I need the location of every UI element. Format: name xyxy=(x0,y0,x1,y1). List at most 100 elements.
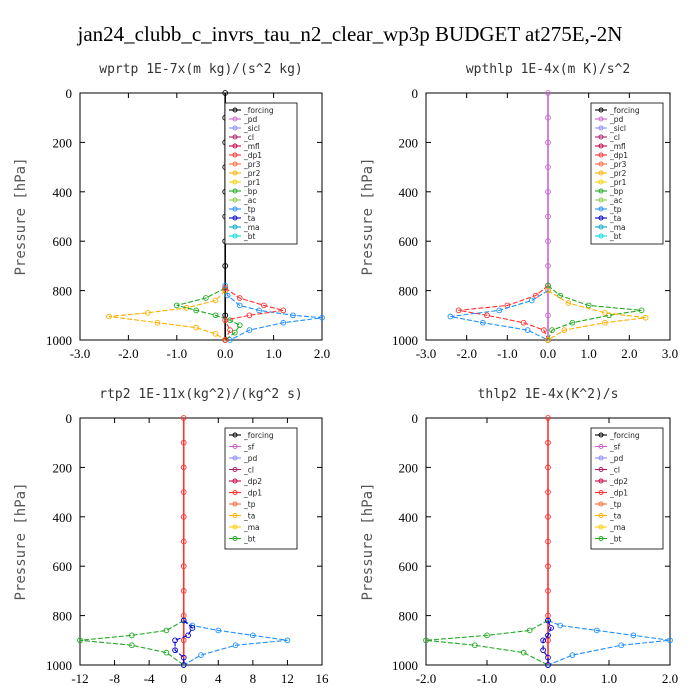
y-tick-label: 800 xyxy=(53,609,73,624)
x-tick-label: 8 xyxy=(250,671,257,686)
y-tick-label: 600 xyxy=(399,559,419,574)
data-point xyxy=(545,188,551,195)
data-point xyxy=(222,317,229,324)
series-line-pr1 xyxy=(547,290,646,341)
data-point xyxy=(180,654,187,661)
legend-marker xyxy=(232,536,238,541)
x-tick-label: -3.0 xyxy=(70,346,91,361)
data-point xyxy=(520,649,527,656)
legend-label: _ta xyxy=(243,511,255,520)
legend-marker xyxy=(232,224,238,230)
x-tick-label: -3.0 xyxy=(416,346,437,361)
legend-marker xyxy=(232,478,238,484)
legend-marker xyxy=(232,524,238,530)
legend-marker xyxy=(598,170,604,176)
legend-marker xyxy=(598,134,604,140)
data-point xyxy=(180,439,187,446)
legend-label: _bt xyxy=(609,534,622,543)
data-point xyxy=(232,329,238,336)
legend-marker xyxy=(232,107,238,113)
y-tick-label: 600 xyxy=(399,234,419,249)
data-point xyxy=(180,588,187,594)
chart-panel-1: wprtp 1E-7x(m kg)/(s^2 kg) 0 200 400 600 800 1… xyxy=(13,62,330,361)
series-line-tp xyxy=(450,290,549,341)
legend-marker xyxy=(232,444,238,449)
y-tick-label: 1000 xyxy=(392,658,418,673)
legend-label: _cl xyxy=(609,133,620,142)
data-point xyxy=(172,637,178,644)
legend-label: _bp xyxy=(243,187,258,196)
data-point xyxy=(540,637,546,644)
y-tick-label: 0 xyxy=(66,86,73,101)
legend-marker xyxy=(598,432,604,438)
data-point xyxy=(447,313,454,320)
data-point xyxy=(163,649,170,656)
data-point xyxy=(129,642,135,649)
data-point xyxy=(198,652,204,658)
legend-label: _tp xyxy=(243,205,256,214)
data-point xyxy=(163,627,170,634)
y-tick-label: 0 xyxy=(412,411,419,426)
y-axis-label: Pressure [hPa] xyxy=(360,482,376,600)
y-tick-label: 400 xyxy=(53,510,73,525)
series-line-tp xyxy=(224,285,323,341)
data-point xyxy=(545,114,551,121)
data-point xyxy=(236,295,243,301)
data-point xyxy=(202,295,209,301)
legend-marker xyxy=(598,125,604,131)
series-line-pr1 xyxy=(108,290,226,341)
legend-marker xyxy=(598,224,604,230)
legend-marker xyxy=(232,455,238,461)
data-point xyxy=(189,625,196,631)
x-tick-label: 0.0 xyxy=(540,346,556,361)
plot-frame xyxy=(79,417,323,666)
data-point xyxy=(222,285,229,291)
legend-marker xyxy=(232,233,238,239)
data-point xyxy=(545,287,551,294)
legend-marker xyxy=(232,490,238,495)
x-tick-label: 12 xyxy=(281,671,294,686)
legend-label: _ma xyxy=(243,223,260,232)
legend-marker xyxy=(598,501,604,507)
x-tick-label: -2.0 xyxy=(416,671,437,686)
x-tick-label: -12 xyxy=(71,671,88,686)
chart-panel-3: rtp2 1E-11x(kg^2)/(kg^2 s) 0 200 400 600 800 1… xyxy=(13,387,329,686)
legend-label: _tp xyxy=(609,205,622,214)
legend-marker xyxy=(598,152,604,158)
legend-marker xyxy=(232,170,238,176)
data-point xyxy=(545,139,551,146)
data-point xyxy=(173,302,180,309)
data-point xyxy=(290,312,296,319)
legend-label: _sicl xyxy=(243,124,260,133)
data-point xyxy=(593,627,600,634)
legend-marker xyxy=(598,215,604,221)
data-point xyxy=(602,309,608,316)
legend-label: _ta xyxy=(609,511,621,520)
panel-title: wpthlp 1E-4x(m K)/s^2 xyxy=(466,62,630,77)
legend-label: _pd xyxy=(609,454,624,463)
legend-label: _cl xyxy=(243,133,254,142)
x-tick-label: 0.0 xyxy=(540,671,556,686)
legend-marker xyxy=(232,467,238,472)
legend-label: _forcing xyxy=(243,106,274,115)
data-point xyxy=(236,302,243,309)
data-point xyxy=(545,312,551,319)
legend-marker xyxy=(598,116,604,122)
x-tick-label: 2.0 xyxy=(621,346,637,361)
data-point xyxy=(471,642,478,649)
data-point xyxy=(423,637,429,644)
series-line-tp xyxy=(547,620,671,666)
data-point xyxy=(480,319,486,326)
legend-label: _sf xyxy=(243,442,255,451)
legend-marker xyxy=(232,179,238,185)
x-tick-label: -1.0 xyxy=(167,346,188,361)
legend-label: _mfl xyxy=(609,142,626,151)
series-line-tp xyxy=(183,620,288,666)
legend-label: _dp1 xyxy=(609,151,628,160)
y-axis-label: Pressure [hPa] xyxy=(13,482,29,600)
data-point xyxy=(222,263,229,269)
legend-label: _pr2 xyxy=(243,169,261,178)
legend-label: _cl xyxy=(609,465,620,474)
panel-title: thlp2 1E-4x(K^2)/s xyxy=(478,387,619,402)
